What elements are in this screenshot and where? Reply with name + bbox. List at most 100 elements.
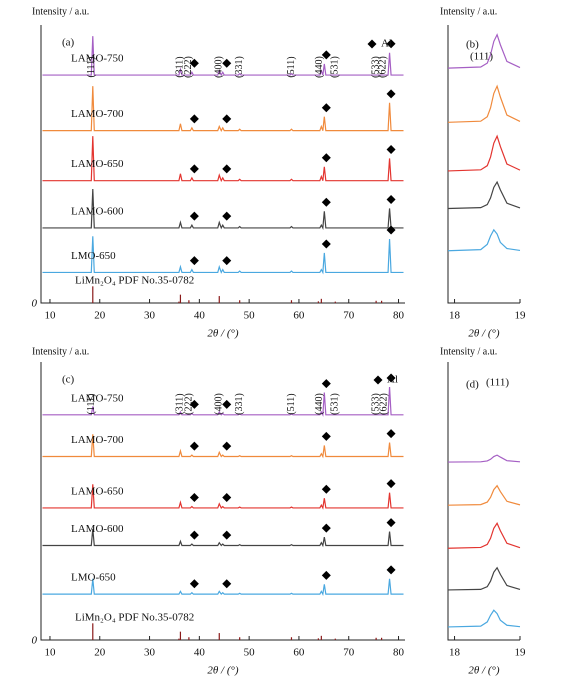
al-marker — [321, 239, 331, 249]
trace — [447, 609, 521, 628]
x-tick-label: 20 — [94, 647, 106, 659]
panel-label: (c) — [62, 374, 75, 386]
trace — [42, 136, 404, 183]
hkl-label: (222) — [184, 393, 195, 415]
axis-line — [447, 362, 520, 641]
panel-label: (b) — [466, 39, 479, 51]
x-tick-label: 60 — [293, 310, 305, 322]
legend-label: Al — [387, 374, 398, 386]
trace — [42, 528, 404, 548]
peak-label: (111) — [470, 51, 493, 63]
al-marker — [386, 479, 396, 489]
al-marker — [386, 373, 396, 383]
hkl-label: (533) — [370, 393, 381, 415]
trace — [447, 134, 521, 172]
hkl-label: (331) — [234, 393, 245, 415]
origin-label: 0 — [32, 635, 38, 647]
al-marker — [321, 153, 331, 163]
al-marker — [386, 518, 396, 528]
x-axis-label: 2θ / (°) — [468, 328, 500, 340]
trace — [447, 521, 521, 549]
al-marker — [321, 197, 331, 207]
series-label: LAMO-600 — [71, 205, 124, 217]
hkl-label: (440) — [314, 56, 325, 78]
trace — [42, 434, 404, 459]
x-tick-label: 30 — [144, 647, 156, 659]
axis-line — [40, 25, 405, 304]
al-marker — [189, 399, 199, 409]
al-marker — [222, 256, 232, 266]
al-marker — [189, 211, 199, 221]
hkl-label: (111) — [86, 57, 97, 78]
al-marker — [321, 570, 331, 580]
hkl-label: (622) — [377, 56, 388, 78]
x-tick-label: 80 — [393, 310, 405, 322]
trace — [42, 236, 404, 275]
x-tick-label: 30 — [144, 310, 156, 322]
series-label: LAMO-750 — [71, 392, 124, 404]
x-axis-label: 2θ / (°) — [468, 665, 500, 677]
y-axis-label: Intensity / a.u. — [440, 346, 497, 357]
reference-label: LiMn₂O₄ PDF No.35-0782 — [75, 612, 194, 624]
series-label: LAMO-700 — [71, 108, 124, 120]
trace — [447, 566, 521, 591]
al-marker — [222, 530, 232, 540]
al-marker — [222, 493, 232, 503]
origin-label: 0 — [32, 298, 38, 310]
hkl-label: (511) — [286, 393, 297, 414]
hkl-label: (440) — [314, 393, 325, 415]
al-marker — [386, 225, 396, 235]
reference-label: LiMn₂O₄ PDF No.35-0782 — [75, 275, 194, 287]
trace — [447, 228, 521, 252]
x-axis-label: 2θ / (°) — [207, 665, 239, 677]
al-marker — [222, 114, 232, 124]
legend-marker — [367, 39, 377, 49]
al-marker — [386, 565, 396, 575]
hkl-label: (400) — [214, 56, 225, 78]
al-marker — [386, 89, 396, 99]
x-tick-label: 70 — [343, 310, 355, 322]
al-marker — [189, 114, 199, 124]
al-marker — [321, 431, 331, 441]
hkl-label: (222) — [183, 56, 194, 78]
hkl-label: (531) — [330, 56, 341, 78]
al-marker — [386, 39, 396, 49]
series-label: LAMO-650 — [71, 158, 124, 170]
x-tick-label: 50 — [244, 310, 256, 322]
x-tick-label: 60 — [293, 647, 305, 659]
hkl-label: (531) — [330, 393, 341, 415]
al-marker — [222, 441, 232, 451]
al-marker — [189, 256, 199, 266]
series-label: LAMO-700 — [71, 434, 124, 446]
x-axis-label: 2θ / (°) — [207, 328, 239, 340]
x-tick-label: 19 — [515, 310, 527, 322]
series-label: LMO-650 — [71, 572, 116, 584]
legend-label: Al — [381, 38, 392, 50]
trace — [42, 86, 404, 132]
al-marker — [222, 164, 232, 174]
al-marker — [222, 58, 232, 68]
hkl-label: (331) — [234, 56, 245, 78]
x-tick-label: 70 — [343, 647, 355, 659]
hkl-label: (511) — [286, 56, 297, 77]
x-tick-label: 40 — [194, 647, 206, 659]
hkl-label: (311) — [175, 393, 186, 414]
axis-line — [447, 25, 520, 304]
al-marker — [321, 379, 331, 389]
x-tick-label: 10 — [44, 310, 56, 322]
trace — [447, 84, 521, 123]
x-tick-label: 18 — [449, 310, 461, 322]
series-label: LAMO-750 — [71, 53, 124, 65]
hkl-label: (533) — [370, 56, 381, 78]
trace — [42, 188, 404, 230]
series-label: LAMO-600 — [71, 523, 124, 535]
peak-label: (111) — [486, 377, 509, 389]
x-tick-label: 80 — [393, 647, 405, 659]
hkl-label: (111) — [86, 394, 97, 415]
al-marker — [321, 484, 331, 494]
panel-label: (d) — [466, 379, 479, 391]
series-label: LMO-650 — [71, 250, 116, 262]
x-tick-label: 10 — [44, 647, 56, 659]
trace — [42, 36, 404, 77]
